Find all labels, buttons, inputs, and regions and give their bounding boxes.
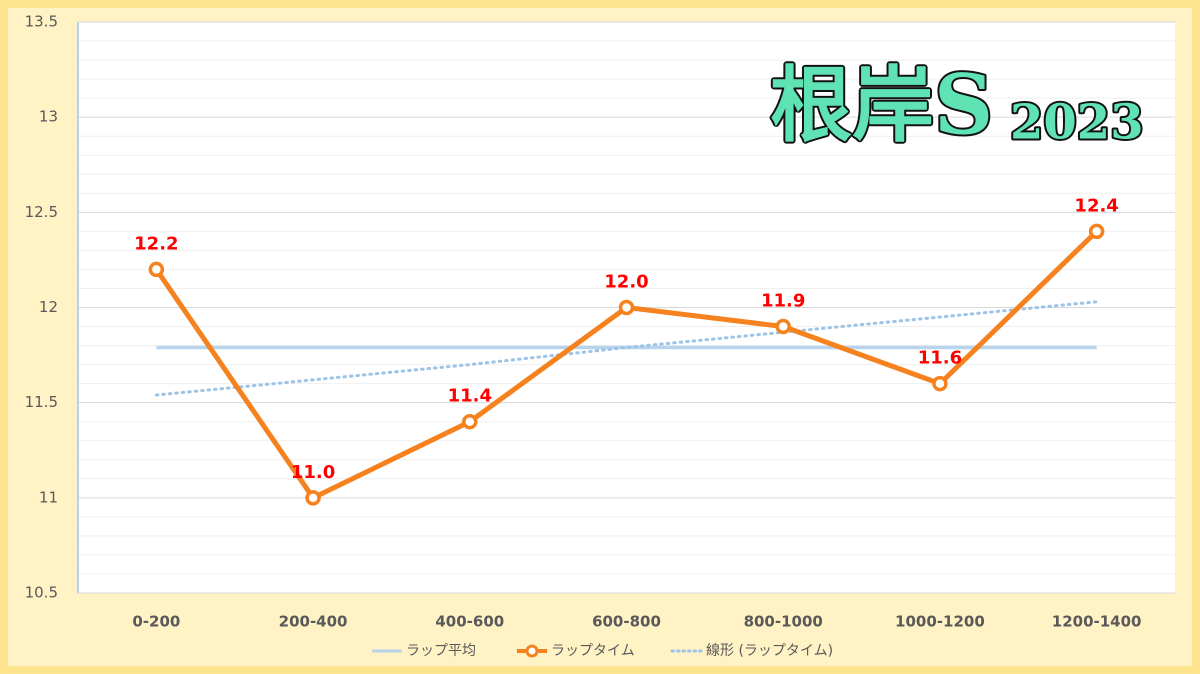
point-marker [148,261,165,278]
data-label: 12.4 [1074,195,1118,216]
data-label: 11.6 [918,348,962,369]
y-tick-label: 12 [39,298,58,316]
x-tick-label: 600-800 [592,613,661,631]
y-tick-label: 11 [39,488,58,506]
legend-label: ラップ平均 [406,643,476,659]
data-label: 12.2 [134,233,178,254]
data-label: 12.0 [604,272,648,293]
point-marker [305,490,321,506]
y-tick-label: 13.5 [25,13,58,31]
data-label: 11.4 [448,386,492,407]
data-label: 11.0 [291,462,335,483]
y-tick-label: 11.5 [25,393,58,411]
data-label: 11.9 [761,291,805,312]
legend-label: ラップタイム [551,643,635,659]
x-tick-label: 1200-1400 [1052,613,1142,631]
legend-label: 線形 (ラップタイム) [706,643,833,659]
series-line [154,300,1099,397]
legend-marker [525,644,539,658]
point-marker [462,413,478,430]
x-tick-label: 0-200 [132,613,180,631]
y-tick-label: 13 [39,108,58,126]
chart-subtitle: 2023 [1010,95,1144,151]
x-tick-label: 1000-1200 [895,613,985,631]
y-tick-label: 12.5 [25,203,58,221]
point-marker [1088,223,1105,240]
point-marker [932,375,948,392]
chart-title: 根岸S [770,57,993,153]
point-marker [618,299,635,316]
x-tick-label: 400-600 [435,613,504,631]
x-tick-label: 200-400 [279,613,348,631]
x-tick-label: 800-1000 [744,613,823,631]
y-tick-label: 10.5 [25,584,58,602]
point-marker [775,318,791,335]
